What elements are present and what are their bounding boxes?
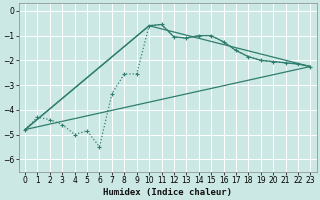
X-axis label: Humidex (Indice chaleur): Humidex (Indice chaleur) <box>103 188 232 197</box>
